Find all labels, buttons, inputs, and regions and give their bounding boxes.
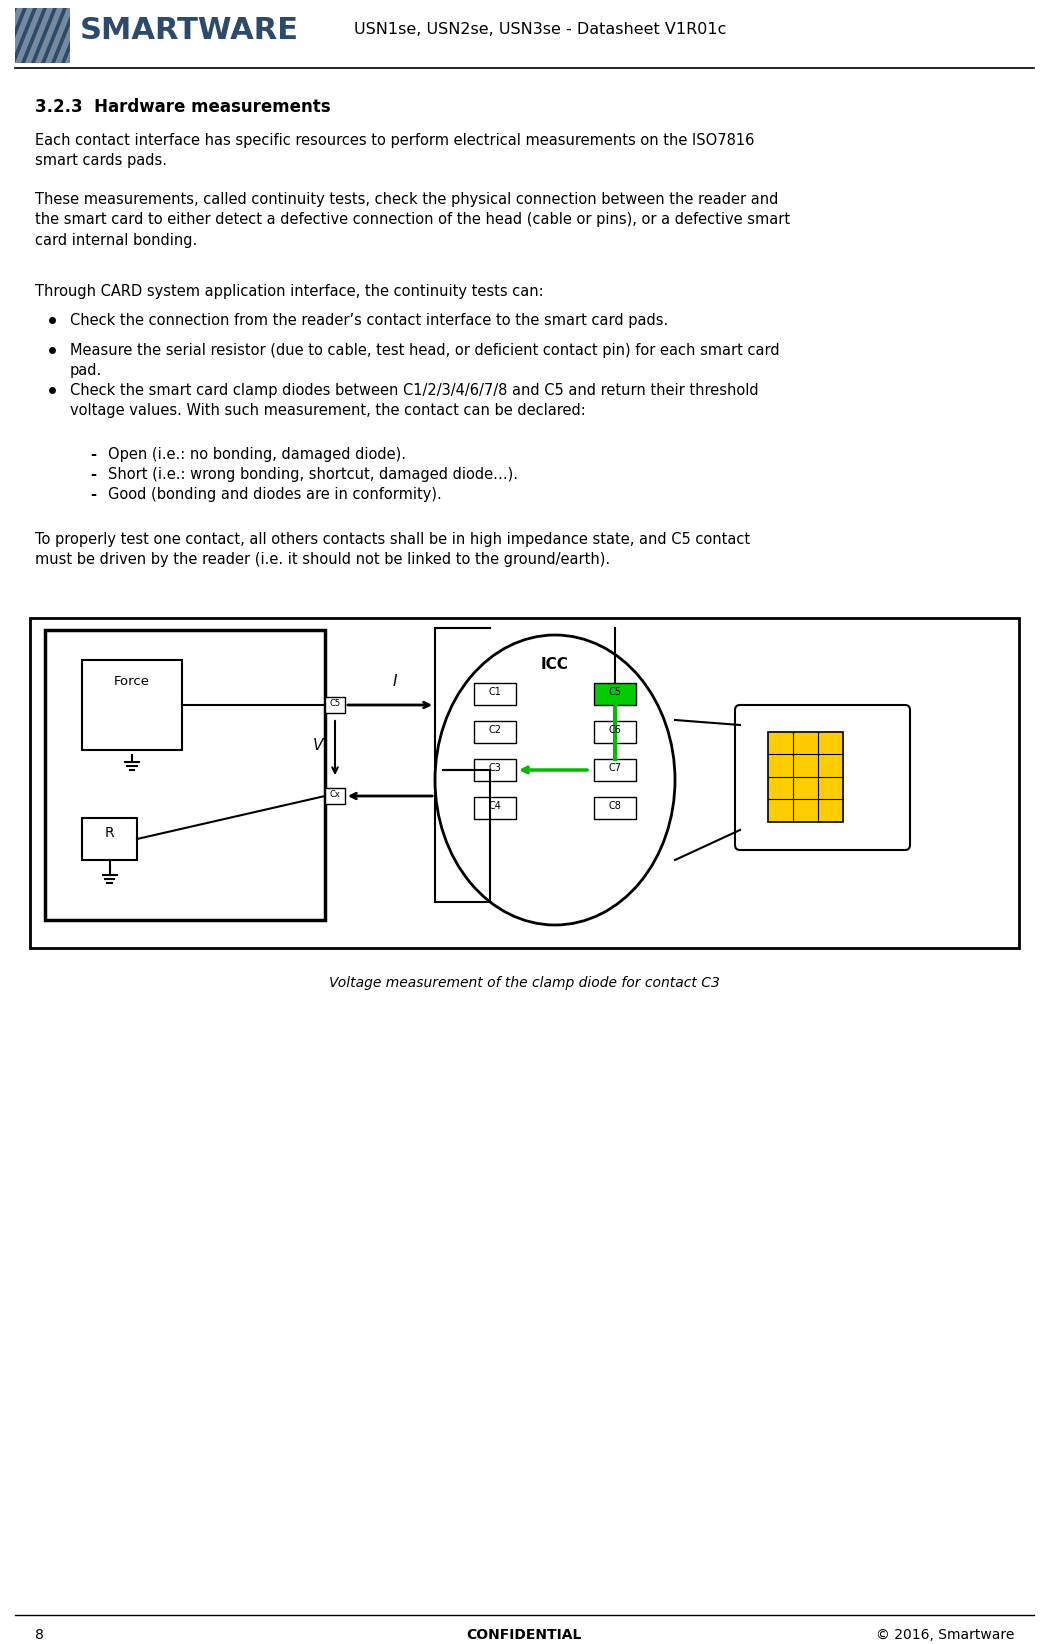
Polygon shape [0,8,23,62]
Text: USN1se, USN2se, USN3se - Datasheet V1R01c: USN1se, USN2se, USN3se - Datasheet V1R01… [354,23,726,38]
Bar [594,682,636,705]
Text: To properly test one contact, all others contacts shall be in high impedance sta: To properly test one contact, all others… [35,533,750,567]
FancyBboxPatch shape [735,705,909,850]
Text: Through CARD system application interface, the continuity tests can:: Through CARD system application interfac… [35,284,543,299]
Bar [325,787,345,804]
Bar [82,659,181,750]
Text: 3.2.3  Hardware measurements: 3.2.3 Hardware measurements [35,99,330,117]
Polygon shape [15,8,43,62]
Text: C3: C3 [489,763,501,773]
Bar [594,760,636,781]
Text: CONFIDENTIAL: CONFIDENTIAL [467,1628,582,1642]
Bar [474,760,516,781]
Text: V: V [313,738,323,753]
Text: Each contact interface has specific resources to perform electrical measurements: Each contact interface has specific reso… [35,133,754,168]
Text: -: - [90,467,97,482]
Text: Open (i.e.: no bonding, damaged diode).: Open (i.e.: no bonding, damaged diode). [108,447,406,462]
Bar [474,682,516,705]
Polygon shape [25,8,53,62]
Bar [30,618,1019,949]
Text: C4: C4 [489,801,501,810]
Polygon shape [35,8,63,62]
Text: Good (bonding and diodes are in conformity).: Good (bonding and diodes are in conformi… [108,487,442,501]
Bar [474,797,516,819]
Bar [325,697,345,713]
Text: Check the smart card clamp diodes between C1/2/3/4/6/7/8 and C5 and return their: Check the smart card clamp diodes betwee… [70,383,758,419]
Text: Cx: Cx [329,791,341,799]
Text: Short (i.e.: wrong bonding, shortcut, damaged diode…).: Short (i.e.: wrong bonding, shortcut, da… [108,467,518,482]
Text: © 2016, Smartware: © 2016, Smartware [876,1628,1014,1642]
Bar [15,8,70,62]
Bar [45,630,325,921]
Text: C5: C5 [608,687,621,697]
Text: C5: C5 [329,699,341,709]
Text: Force: Force [114,676,150,687]
Text: -: - [90,447,97,462]
Bar [82,819,137,860]
Bar [594,722,636,743]
Text: Measure the serial resistor (due to cable, test head, or deficient contact pin) : Measure the serial resistor (due to cabl… [70,344,779,378]
Text: Check the connection from the reader’s contact interface to the smart card pads.: Check the connection from the reader’s c… [70,312,668,329]
Bar [474,722,516,743]
Text: R: R [105,825,114,840]
Polygon shape [55,8,83,62]
Polygon shape [45,8,73,62]
Text: 8: 8 [35,1628,44,1642]
Text: C7: C7 [608,763,621,773]
Text: C2: C2 [489,725,501,735]
Bar [768,732,843,822]
Text: C6: C6 [608,725,621,735]
Text: SMARTWARE: SMARTWARE [80,16,299,44]
Text: -: - [90,487,97,501]
Text: C1: C1 [489,687,501,697]
Text: These measurements, called continuity tests, check the physical connection betwe: These measurements, called continuity te… [35,192,790,248]
Text: I: I [392,674,398,689]
Bar [594,797,636,819]
Polygon shape [5,8,33,62]
Polygon shape [65,8,93,62]
Text: C8: C8 [608,801,621,810]
Text: ICC: ICC [541,658,569,672]
Text: Voltage measurement of the clamp diode for contact C3: Voltage measurement of the clamp diode f… [328,977,720,990]
